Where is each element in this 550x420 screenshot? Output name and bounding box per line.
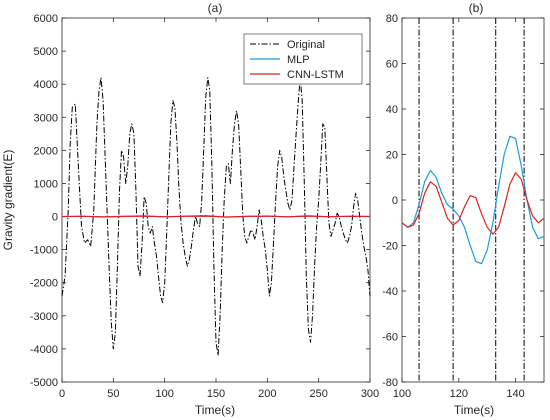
ytick-label: 2000 (34, 145, 58, 157)
panel-a-xlabel: Time(s) (195, 403, 235, 417)
xtick-label: 140 (506, 388, 524, 400)
ytick-label: 20 (386, 150, 398, 162)
ytick-label: 4000 (34, 79, 58, 91)
panel-a-title: (a) (208, 1, 223, 15)
ytick-label: 80 (386, 13, 398, 25)
ytick-label: -20 (382, 241, 398, 253)
series-line-original (61, 77, 371, 356)
panel-a: (a) -5000-4000-3000-2000-100001000200030… (1, 1, 379, 417)
ytick-label: 40 (386, 104, 398, 116)
ytick-label: 0 (52, 212, 58, 224)
legend-label-original: Original (287, 39, 325, 51)
ytick-label: -2000 (30, 278, 58, 290)
ytick-label: 6000 (34, 13, 58, 25)
ytick-label: 0 (392, 195, 398, 207)
panel-b: (b) -80 -60 -40 -20 0 20 40 60 80 100 120 140 Time… (382, 1, 545, 417)
ytick-label: 5000 (34, 46, 58, 58)
xtick-label: 120 (450, 388, 468, 400)
ytick-label: -5000 (30, 377, 58, 389)
xtick-label: 100 (393, 388, 411, 400)
xtick-label: 300 (361, 388, 379, 400)
panel-b-title: (b) (469, 1, 484, 15)
xtick-label: 250 (309, 388, 327, 400)
series-line-cnn-lstm (61, 215, 371, 218)
xtick-label: 50 (107, 388, 119, 400)
legend: Original MLP CNN-LSTM (243, 33, 363, 85)
ytick-label: -40 (382, 286, 398, 298)
xtick-label: 0 (59, 388, 65, 400)
legend-label-mlp: MLP (287, 54, 310, 66)
ytick-label: 60 (386, 59, 398, 71)
series-line-cnn-lstm (401, 172, 545, 235)
ytick-label: -80 (382, 377, 398, 389)
panel-b-frame (401, 17, 545, 383)
ytick-label: -60 (382, 332, 398, 344)
ytick-label: -3000 (30, 311, 58, 323)
series-line-mlp (401, 135, 545, 265)
xtick-label: 150 (207, 388, 225, 400)
ytick-label: 1000 (34, 178, 58, 190)
xtick-label: 100 (155, 388, 173, 400)
xtick-label: 200 (258, 388, 276, 400)
panel-a-ylabel: Gravity gradient(E) (1, 150, 15, 251)
ytick-label: 3000 (34, 112, 58, 124)
ytick-label: -4000 (30, 344, 58, 356)
ytick-label: -1000 (30, 245, 58, 257)
legend-label-cnn-lstm: CNN-LSTM (287, 69, 344, 81)
panel-b-xlabel: Time(s) (454, 403, 494, 417)
